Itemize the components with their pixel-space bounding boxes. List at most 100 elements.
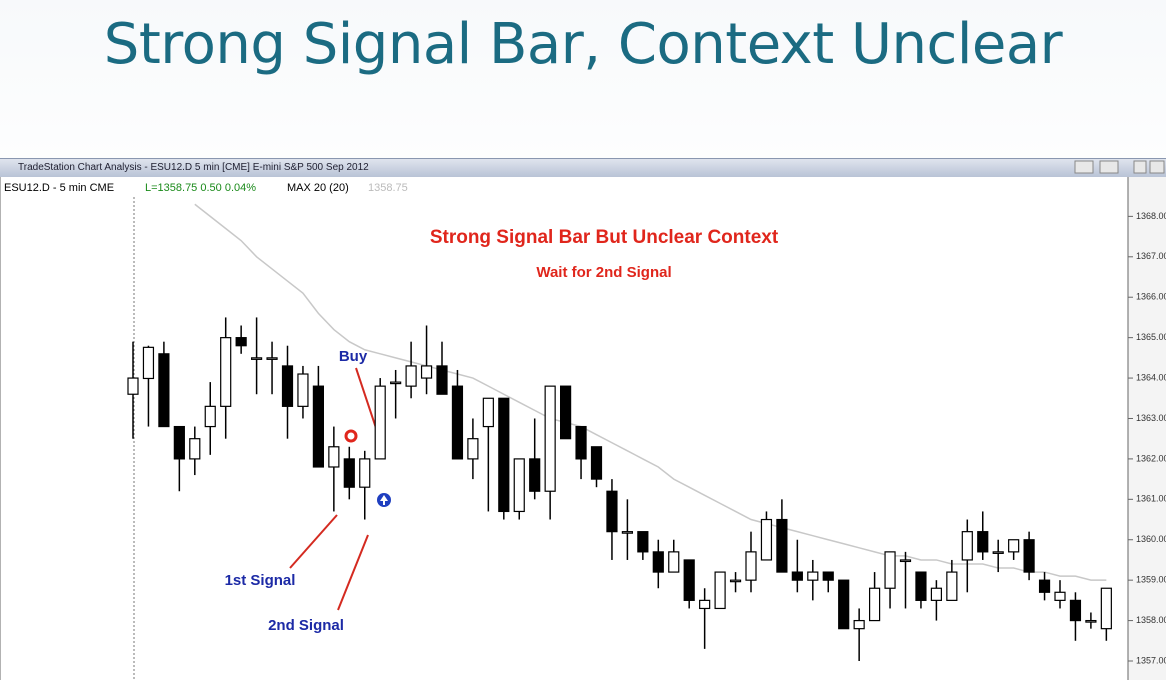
candle-body	[281, 365, 294, 407]
candle-body	[127, 377, 139, 395]
candle-body	[420, 365, 433, 379]
candle-body	[513, 458, 525, 513]
candle-body	[173, 425, 185, 460]
candle-body	[822, 571, 834, 581]
candle-body	[868, 587, 881, 622]
signal-marker	[344, 429, 358, 443]
candle-body	[189, 438, 201, 460]
axis-area	[1128, 177, 1166, 680]
y-tick-label: 1365.00	[1136, 332, 1166, 342]
window-title-bar: TradeStation Chart Analysis - ESU12.D 5 …	[0, 158, 1166, 177]
chart-title: Strong Signal Bar But Unclear Context	[430, 227, 779, 248]
candle-body	[992, 551, 1004, 554]
candle-body	[359, 458, 371, 488]
candle-body	[1038, 579, 1051, 593]
pointer	[289, 514, 338, 569]
candle-body	[899, 559, 912, 563]
candle-body	[760, 518, 773, 561]
candle-body	[266, 357, 278, 360]
candle-body	[668, 551, 680, 573]
candle-body	[791, 571, 803, 581]
symbol: ESU12.D - 5 min CME	[4, 182, 114, 194]
candle-body	[467, 438, 479, 460]
pointer	[337, 534, 369, 611]
study-value: 1358.75	[368, 182, 408, 194]
candle-body	[312, 385, 324, 468]
candle-body	[729, 579, 742, 583]
candle-body	[930, 587, 943, 601]
slide-title: Strong Signal Bar, Context Unclear	[103, 12, 1063, 77]
annotation: 2nd Signal	[268, 617, 344, 634]
y-tick-label: 1364.00	[1136, 372, 1166, 382]
y-tick-label: 1363.00	[1136, 413, 1166, 423]
candle-body	[884, 551, 896, 589]
candle-body	[544, 385, 556, 492]
candle-body	[1100, 587, 1112, 630]
candle-body	[946, 571, 958, 601]
window-button[interactable]	[1074, 160, 1094, 174]
y-tick-label: 1368.00	[1136, 211, 1166, 221]
y-tick-label: 1360.00	[1136, 534, 1166, 544]
y-tick-label: 1361.00	[1136, 494, 1166, 504]
candle-body	[297, 373, 309, 407]
chart-subtitle: Wait for 2nd Signal	[536, 264, 671, 281]
y-tick-label: 1362.00	[1136, 453, 1166, 463]
y-tick-label: 1367.00	[1136, 251, 1166, 261]
y-tick-label: 1359.00	[1136, 575, 1166, 585]
candle-body	[915, 571, 927, 601]
candle-body	[807, 571, 819, 581]
candle-body	[498, 397, 510, 513]
annotation: 1st Signal	[225, 572, 296, 589]
candle-body	[1008, 539, 1020, 553]
candle-body	[482, 397, 494, 428]
candle-body	[436, 365, 448, 395]
candle-body	[977, 531, 989, 553]
candle-body	[652, 551, 664, 573]
candle-body	[699, 599, 711, 610]
candle-body	[529, 458, 541, 492]
last-price: L=1358.75 0.50 0.04%	[145, 182, 256, 194]
candle-body	[745, 551, 757, 581]
y-tick-label: 1358.00	[1136, 615, 1166, 625]
candle-body	[235, 337, 247, 347]
candle-body	[328, 446, 340, 468]
candle-body	[1023, 539, 1035, 573]
window-title: TradeStation Chart Analysis - ESU12.D 5 …	[18, 162, 369, 173]
candle-body	[590, 446, 603, 480]
candle-body	[559, 385, 572, 440]
candle-body	[961, 531, 973, 561]
candle-body	[714, 571, 726, 610]
moving-average	[194, 203, 1107, 581]
candle-body	[374, 385, 386, 460]
candle-body	[838, 579, 850, 630]
candle-body	[220, 337, 232, 407]
candle-body	[405, 365, 417, 387]
window-button[interactable]	[1099, 160, 1119, 174]
candle-body	[343, 458, 355, 488]
candle-body	[683, 559, 695, 601]
candle-body	[251, 357, 263, 360]
candle-body	[158, 353, 170, 428]
candle-body	[1054, 591, 1066, 601]
candle-body	[621, 531, 634, 534]
candle-body	[451, 385, 464, 460]
window-button[interactable]	[1133, 160, 1147, 174]
y-tick-label: 1357.00	[1136, 655, 1166, 665]
candle-body	[853, 619, 865, 630]
candle-body	[204, 405, 216, 428]
study: MAX 20 (20)	[287, 182, 349, 194]
annotation: Buy	[339, 348, 368, 365]
y-tick-label: 1366.00	[1136, 292, 1166, 302]
candle-body	[606, 490, 618, 533]
candle-body	[637, 531, 649, 553]
window-button[interactable]	[1149, 160, 1165, 174]
candle-body	[390, 381, 402, 385]
candle-body	[142, 346, 155, 380]
candle-body	[575, 425, 587, 460]
candle-body	[1085, 619, 1097, 623]
candle-body	[776, 518, 788, 573]
candle-body	[1069, 599, 1082, 622]
buy-arrow	[380, 495, 388, 505]
